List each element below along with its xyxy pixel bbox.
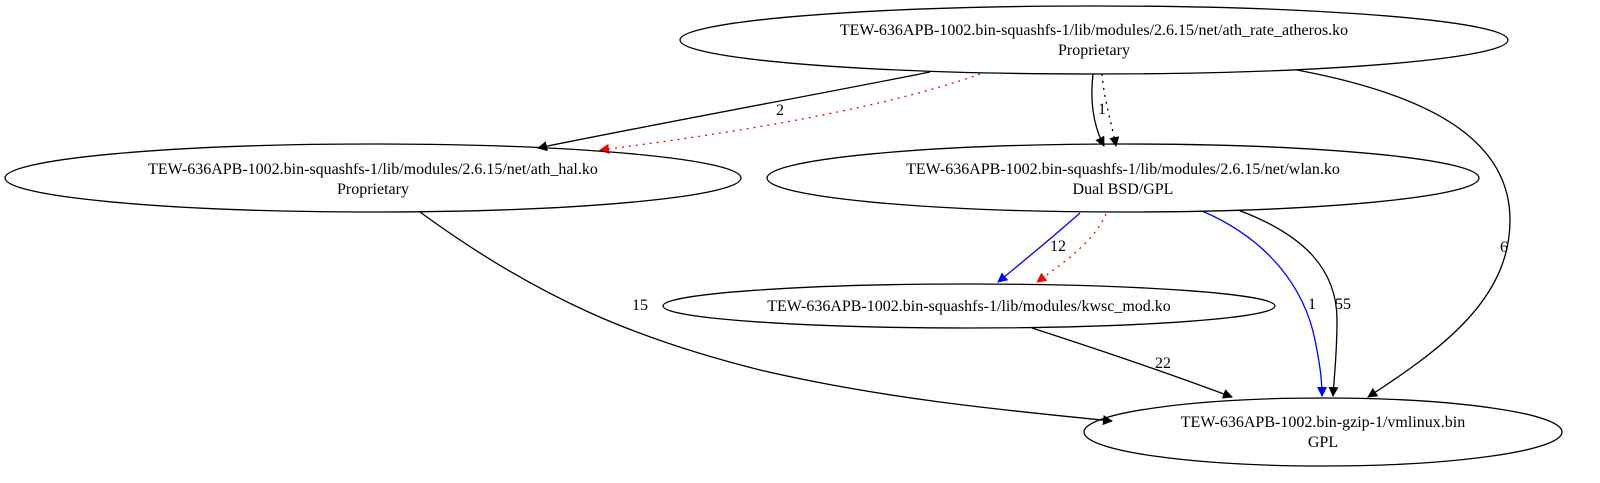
- edge-ath-rate-to-wlan-dotted: [1101, 73, 1120, 147]
- node-ath-hal-license: Proprietary: [337, 181, 409, 198]
- node-ath-rate-atheros[interactable]: TEW-636APB-1002.bin-squashfs-1/lib/modul…: [679, 5, 1509, 75]
- node-vmlinux-title: TEW-636APB-1002.bin-gzip-1/vmlinux.bin: [1181, 414, 1465, 431]
- edge-wlan-to-kwsc-dotted: [1036, 213, 1107, 283]
- edge-wlan-to-vmlinux-black: [1237, 209, 1339, 397]
- edge-kwsc-to-vmlinux: [1031, 327, 1233, 399]
- node-ath-rate-atheros-ellipse: [679, 5, 1509, 75]
- edge-label-ath-hal-to-vmlinux: 15: [632, 297, 648, 314]
- node-vmlinux[interactable]: TEW-636APB-1002.bin-gzip-1/vmlinux.bin G…: [1083, 397, 1563, 467]
- node-ath-rate-atheros-title: TEW-636APB-1002.bin-squashfs-1/lib/modul…: [840, 22, 1348, 39]
- edge-label-ath-rate-to-ath-hal: 2: [776, 102, 784, 119]
- edge-wlan-to-kwsc-blue: [997, 212, 1081, 283]
- edges-layer: 2 1 6 15 12 1 55 22: [419, 69, 1511, 426]
- edge-ath-rate-to-wlan-solid: [1091, 73, 1105, 147]
- node-ath-hal-title: TEW-636APB-1002.bin-squashfs-1/lib/modul…: [148, 161, 598, 178]
- node-ath-hal-ellipse: [4, 143, 742, 213]
- edge-ath-rate-to-ath-hal-dotted: [599, 73, 981, 154]
- edge-label-ath-rate-to-vmlinux: 6: [1500, 239, 1508, 256]
- node-kwsc-mod[interactable]: TEW-636APB-1002.bin-squashfs-1/lib/modul…: [662, 283, 1276, 329]
- edge-ath-hal-to-vmlinux: [419, 211, 1113, 426]
- node-kwsc-mod-title: TEW-636APB-1002.bin-squashfs-1/lib/modul…: [767, 298, 1171, 315]
- edge-label-ath-rate-to-wlan: 1: [1098, 101, 1106, 118]
- node-kwsc-mod-ellipse: [662, 283, 1276, 329]
- node-wlan-ellipse: [766, 143, 1480, 213]
- node-wlan-license: Dual BSD/GPL: [1073, 181, 1174, 198]
- edge-ath-rate-to-ath-hal-solid: [537, 71, 931, 152]
- node-vmlinux-ellipse: [1083, 397, 1563, 467]
- edge-label-wlan-to-vmlinux-black: 55: [1335, 296, 1351, 313]
- node-wlan-title: TEW-636APB-1002.bin-squashfs-1/lib/modul…: [906, 161, 1340, 178]
- node-vmlinux-license: GPL: [1308, 434, 1338, 451]
- edge-ath-rate-to-vmlinux: [1296, 69, 1511, 398]
- node-ath-rate-atheros-license: Proprietary: [1058, 42, 1130, 59]
- edge-label-wlan-to-kwsc: 12: [1050, 238, 1066, 255]
- edge-label-wlan-to-vmlinux-blue: 1: [1308, 296, 1316, 313]
- node-ath-hal[interactable]: TEW-636APB-1002.bin-squashfs-1/lib/modul…: [4, 143, 742, 213]
- node-wlan[interactable]: TEW-636APB-1002.bin-squashfs-1/lib/modul…: [766, 143, 1480, 213]
- edge-label-kwsc-to-vmlinux: 22: [1155, 355, 1171, 372]
- edge-wlan-to-vmlinux-blue: [1201, 210, 1327, 397]
